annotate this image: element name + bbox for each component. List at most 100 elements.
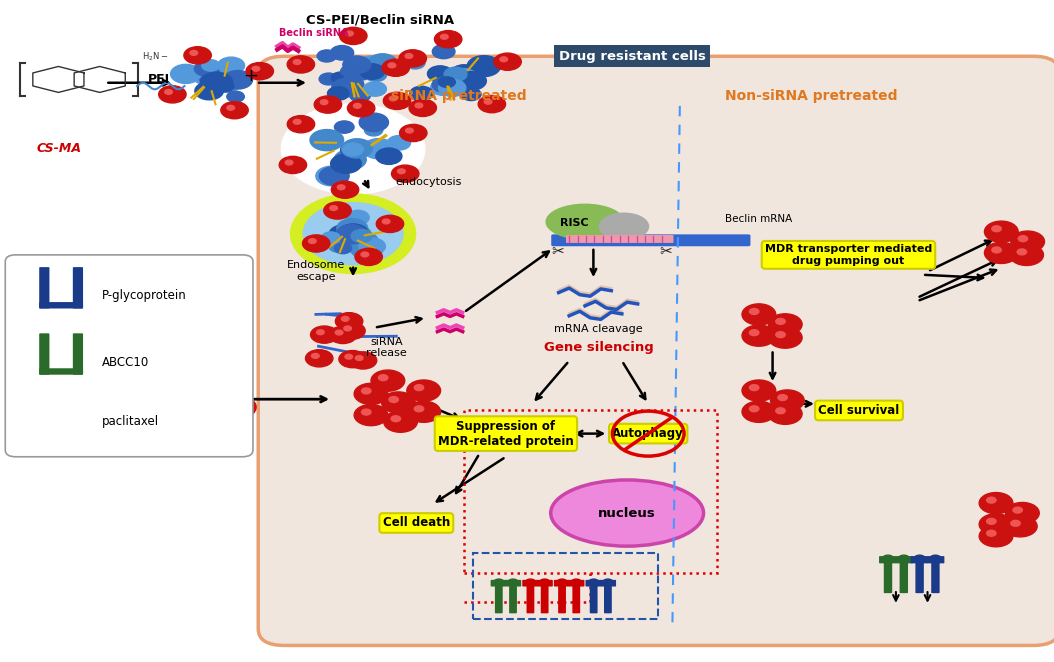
Circle shape (451, 65, 476, 81)
Circle shape (351, 230, 372, 243)
Circle shape (314, 96, 341, 113)
Circle shape (414, 406, 424, 412)
FancyBboxPatch shape (73, 267, 83, 308)
Circle shape (218, 395, 256, 419)
Text: CS-PEI/Beclin siRNA: CS-PEI/Beclin siRNA (306, 13, 454, 26)
Circle shape (334, 243, 352, 254)
Circle shape (979, 514, 1013, 535)
Circle shape (337, 218, 368, 238)
Circle shape (742, 325, 776, 346)
Circle shape (349, 142, 370, 155)
Circle shape (293, 119, 301, 124)
Circle shape (195, 82, 223, 100)
Circle shape (192, 405, 230, 429)
Circle shape (428, 66, 453, 81)
Circle shape (344, 326, 351, 331)
Circle shape (214, 77, 234, 89)
FancyBboxPatch shape (586, 580, 616, 587)
Circle shape (438, 79, 466, 97)
Circle shape (160, 372, 198, 396)
Circle shape (1006, 502, 1039, 524)
Circle shape (355, 355, 363, 360)
Circle shape (432, 44, 455, 59)
Circle shape (316, 330, 325, 334)
Circle shape (500, 57, 508, 62)
Circle shape (341, 139, 372, 158)
Circle shape (354, 404, 388, 426)
Circle shape (335, 330, 343, 335)
Circle shape (450, 71, 477, 88)
Circle shape (336, 224, 367, 244)
Circle shape (382, 392, 415, 413)
Circle shape (343, 143, 364, 156)
Circle shape (1018, 236, 1028, 242)
Circle shape (293, 60, 300, 64)
Circle shape (479, 95, 506, 113)
Circle shape (742, 380, 776, 401)
Circle shape (351, 232, 378, 249)
Circle shape (221, 101, 249, 118)
Circle shape (328, 87, 349, 100)
Circle shape (371, 370, 405, 391)
FancyBboxPatch shape (911, 556, 944, 563)
Circle shape (588, 579, 599, 585)
Circle shape (434, 30, 462, 48)
Circle shape (330, 206, 337, 211)
Circle shape (340, 66, 358, 77)
Circle shape (749, 330, 759, 336)
Circle shape (223, 71, 253, 89)
Circle shape (341, 316, 349, 321)
Circle shape (406, 128, 413, 133)
Circle shape (346, 211, 369, 224)
Circle shape (319, 73, 338, 85)
Text: ✂: ✂ (660, 244, 672, 260)
Circle shape (742, 401, 776, 422)
Circle shape (169, 401, 179, 407)
Circle shape (987, 530, 996, 536)
Circle shape (415, 103, 423, 108)
Circle shape (397, 169, 405, 173)
Circle shape (221, 377, 232, 384)
Circle shape (331, 181, 358, 199)
Circle shape (391, 416, 401, 422)
Circle shape (334, 121, 354, 133)
Circle shape (508, 579, 519, 585)
FancyBboxPatch shape (572, 585, 580, 613)
Text: Gene silencing: Gene silencing (544, 341, 653, 354)
Circle shape (316, 166, 347, 186)
FancyBboxPatch shape (39, 368, 83, 375)
Ellipse shape (599, 213, 649, 240)
Circle shape (389, 397, 398, 402)
Circle shape (383, 219, 390, 224)
Circle shape (324, 202, 351, 219)
Circle shape (389, 96, 397, 101)
Circle shape (768, 403, 802, 424)
Circle shape (742, 304, 776, 325)
Circle shape (160, 395, 198, 419)
Circle shape (494, 53, 522, 70)
FancyBboxPatch shape (5, 255, 253, 457)
Circle shape (200, 72, 233, 93)
Circle shape (448, 69, 479, 87)
Text: Drug resistant cells: Drug resistant cells (559, 50, 706, 63)
Circle shape (193, 62, 225, 82)
FancyBboxPatch shape (554, 580, 585, 587)
Circle shape (364, 82, 387, 96)
Circle shape (216, 81, 234, 92)
Circle shape (571, 579, 582, 585)
Circle shape (441, 34, 448, 39)
Bar (473, 553, 658, 619)
FancyBboxPatch shape (490, 580, 521, 587)
Circle shape (292, 195, 414, 272)
Circle shape (187, 382, 225, 406)
Text: siRNA pretreated: siRNA pretreated (391, 89, 526, 103)
Circle shape (227, 91, 245, 102)
FancyBboxPatch shape (932, 562, 940, 593)
Text: Beclin mRNA: Beclin mRNA (725, 214, 793, 224)
Circle shape (354, 383, 388, 404)
Circle shape (749, 308, 759, 314)
Circle shape (388, 63, 395, 68)
Text: MDR transporter mediated
drug pumping out: MDR transporter mediated drug pumping ou… (765, 244, 932, 265)
Circle shape (540, 579, 550, 585)
Circle shape (310, 130, 344, 151)
